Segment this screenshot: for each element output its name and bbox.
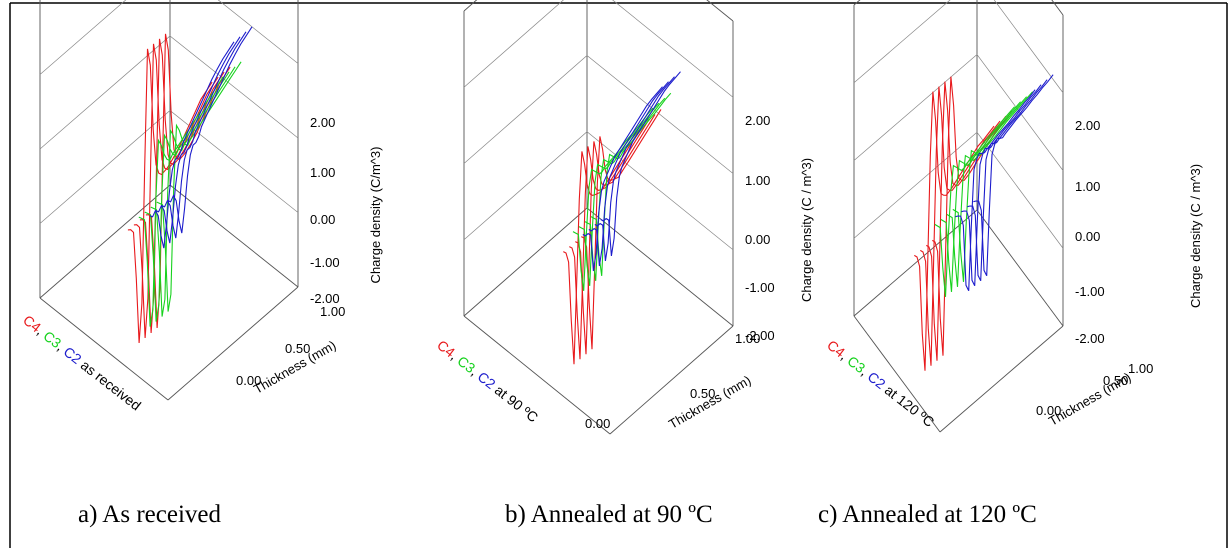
x-tick-label: 1.00: [735, 331, 760, 346]
gridline: [853, 0, 1064, 93]
depth-label-part: at 120 ºC: [879, 379, 938, 430]
depth-axis-label: C4, C3, C2 as received: [20, 312, 144, 414]
z-axis-title: Charge density (C/m^3): [368, 147, 383, 284]
caption-b: b) Annealed at 90 ºC: [505, 501, 713, 528]
z-tick-label: 2.00: [1075, 118, 1100, 133]
z-tick-label: 2.00: [745, 113, 770, 128]
x-tick-label: 0.50: [690, 386, 715, 401]
z-tick-label: -1.00: [1075, 284, 1105, 299]
depth-axis-label: C4, C3, C2 at 120 ºC: [824, 337, 937, 430]
x-tick-label: 0.00: [1036, 403, 1061, 418]
depth-axis-label: C4, C3, C2 at 90 ºC: [434, 337, 541, 426]
x-tick-label: 1.00: [1128, 361, 1153, 376]
x-axis-title: Thickness (mm): [1046, 369, 1134, 428]
trace-c2: [155, 36, 241, 244]
z-tick-label: -2.00: [1075, 331, 1105, 346]
box-edge: [167, 286, 299, 401]
z-tick-label: -2.00: [745, 328, 775, 343]
z-tick-label: 1.00: [310, 165, 335, 180]
box-edge: [463, 207, 588, 317]
z-axis-title: Charge density (C / m^3): [1188, 164, 1203, 308]
trace-c2: [161, 31, 247, 239]
gridline: [39, 35, 299, 150]
z-tick-label: 0.00: [1075, 229, 1100, 244]
trace-c3: [940, 101, 1022, 292]
z-tick-label: 0.00: [745, 232, 770, 247]
trace-c3: [952, 91, 1034, 282]
box-edge: [609, 325, 734, 435]
gridline: [463, 55, 734, 174]
box-edge: [853, 209, 978, 317]
trace-c2: [149, 41, 235, 249]
trace-c3: [946, 96, 1028, 287]
trace-c2: [955, 89, 1036, 292]
trace-c2: [594, 76, 675, 261]
z-tick-label: 1.00: [1075, 179, 1100, 194]
gridline: [39, 0, 299, 75]
box-edge: [853, 315, 941, 433]
trace-c3: [934, 106, 1016, 297]
z-tick-label: -1.00: [310, 255, 340, 270]
z-tick-label: 0.00: [310, 212, 335, 227]
trace-c3: [156, 61, 242, 312]
panel-annealed-90: 2.00 1.00 0.00 -1.00 -2.00 0.00 0.50 1.00 Charge…: [434, 0, 814, 435]
caption-c: c) Annealed at 120 ºC: [818, 501, 1037, 528]
gridline: [853, 53, 1064, 171]
x-axis-title: Thickness (mm): [666, 372, 754, 431]
x-tick-label: 1.00: [320, 304, 345, 319]
box-edge: [39, 184, 171, 299]
box-edge: [463, 0, 478, 12]
trace-c4: [914, 91, 995, 371]
z-tick-label: -1.00: [745, 280, 775, 295]
box-edge: [586, 207, 734, 327]
x-tick-label: 0.50: [1103, 373, 1128, 388]
depth-label-part: as received: [75, 354, 144, 413]
box-edge: [39, 297, 169, 401]
x-tick-label: 0.00: [236, 373, 261, 388]
caption-a: a) As received: [78, 501, 221, 528]
z-axis-title: Charge density (C / m^3): [799, 158, 814, 302]
trace-c3: [590, 92, 672, 276]
box-edge: [939, 325, 1064, 433]
x-tick-label: 0.50: [285, 341, 310, 356]
trace-c2: [973, 74, 1054, 277]
depth-label-part: at 90 ºC: [489, 379, 542, 425]
x-tick-label: 0.00: [585, 416, 610, 431]
gridline: [853, 131, 1064, 249]
trace-c2: [167, 26, 253, 234]
box-edge: [706, 0, 734, 22]
gridline: [39, 110, 299, 224]
z-tick-label: 1.00: [745, 173, 770, 188]
z-tick-label: 2.00: [310, 115, 335, 130]
box-edge: [463, 315, 611, 435]
box-edge: [169, 184, 299, 288]
z-tick-label: -2.00: [310, 291, 340, 306]
panel-as-received: 2.00 1.00 0.00 -1.00 -2.00 0.00 0.50 1.00 Charge…: [20, 0, 383, 413]
box-edge: [976, 209, 1064, 327]
trace-c2: [588, 81, 669, 266]
panel-annealed-120: 2.001.000.00-1.00-2.000.000.501.00Charge…: [824, 0, 1203, 433]
gridline: [463, 131, 734, 251]
trace-c2: [582, 86, 663, 271]
gridline: [463, 0, 734, 98]
trace-c2: [600, 71, 681, 256]
